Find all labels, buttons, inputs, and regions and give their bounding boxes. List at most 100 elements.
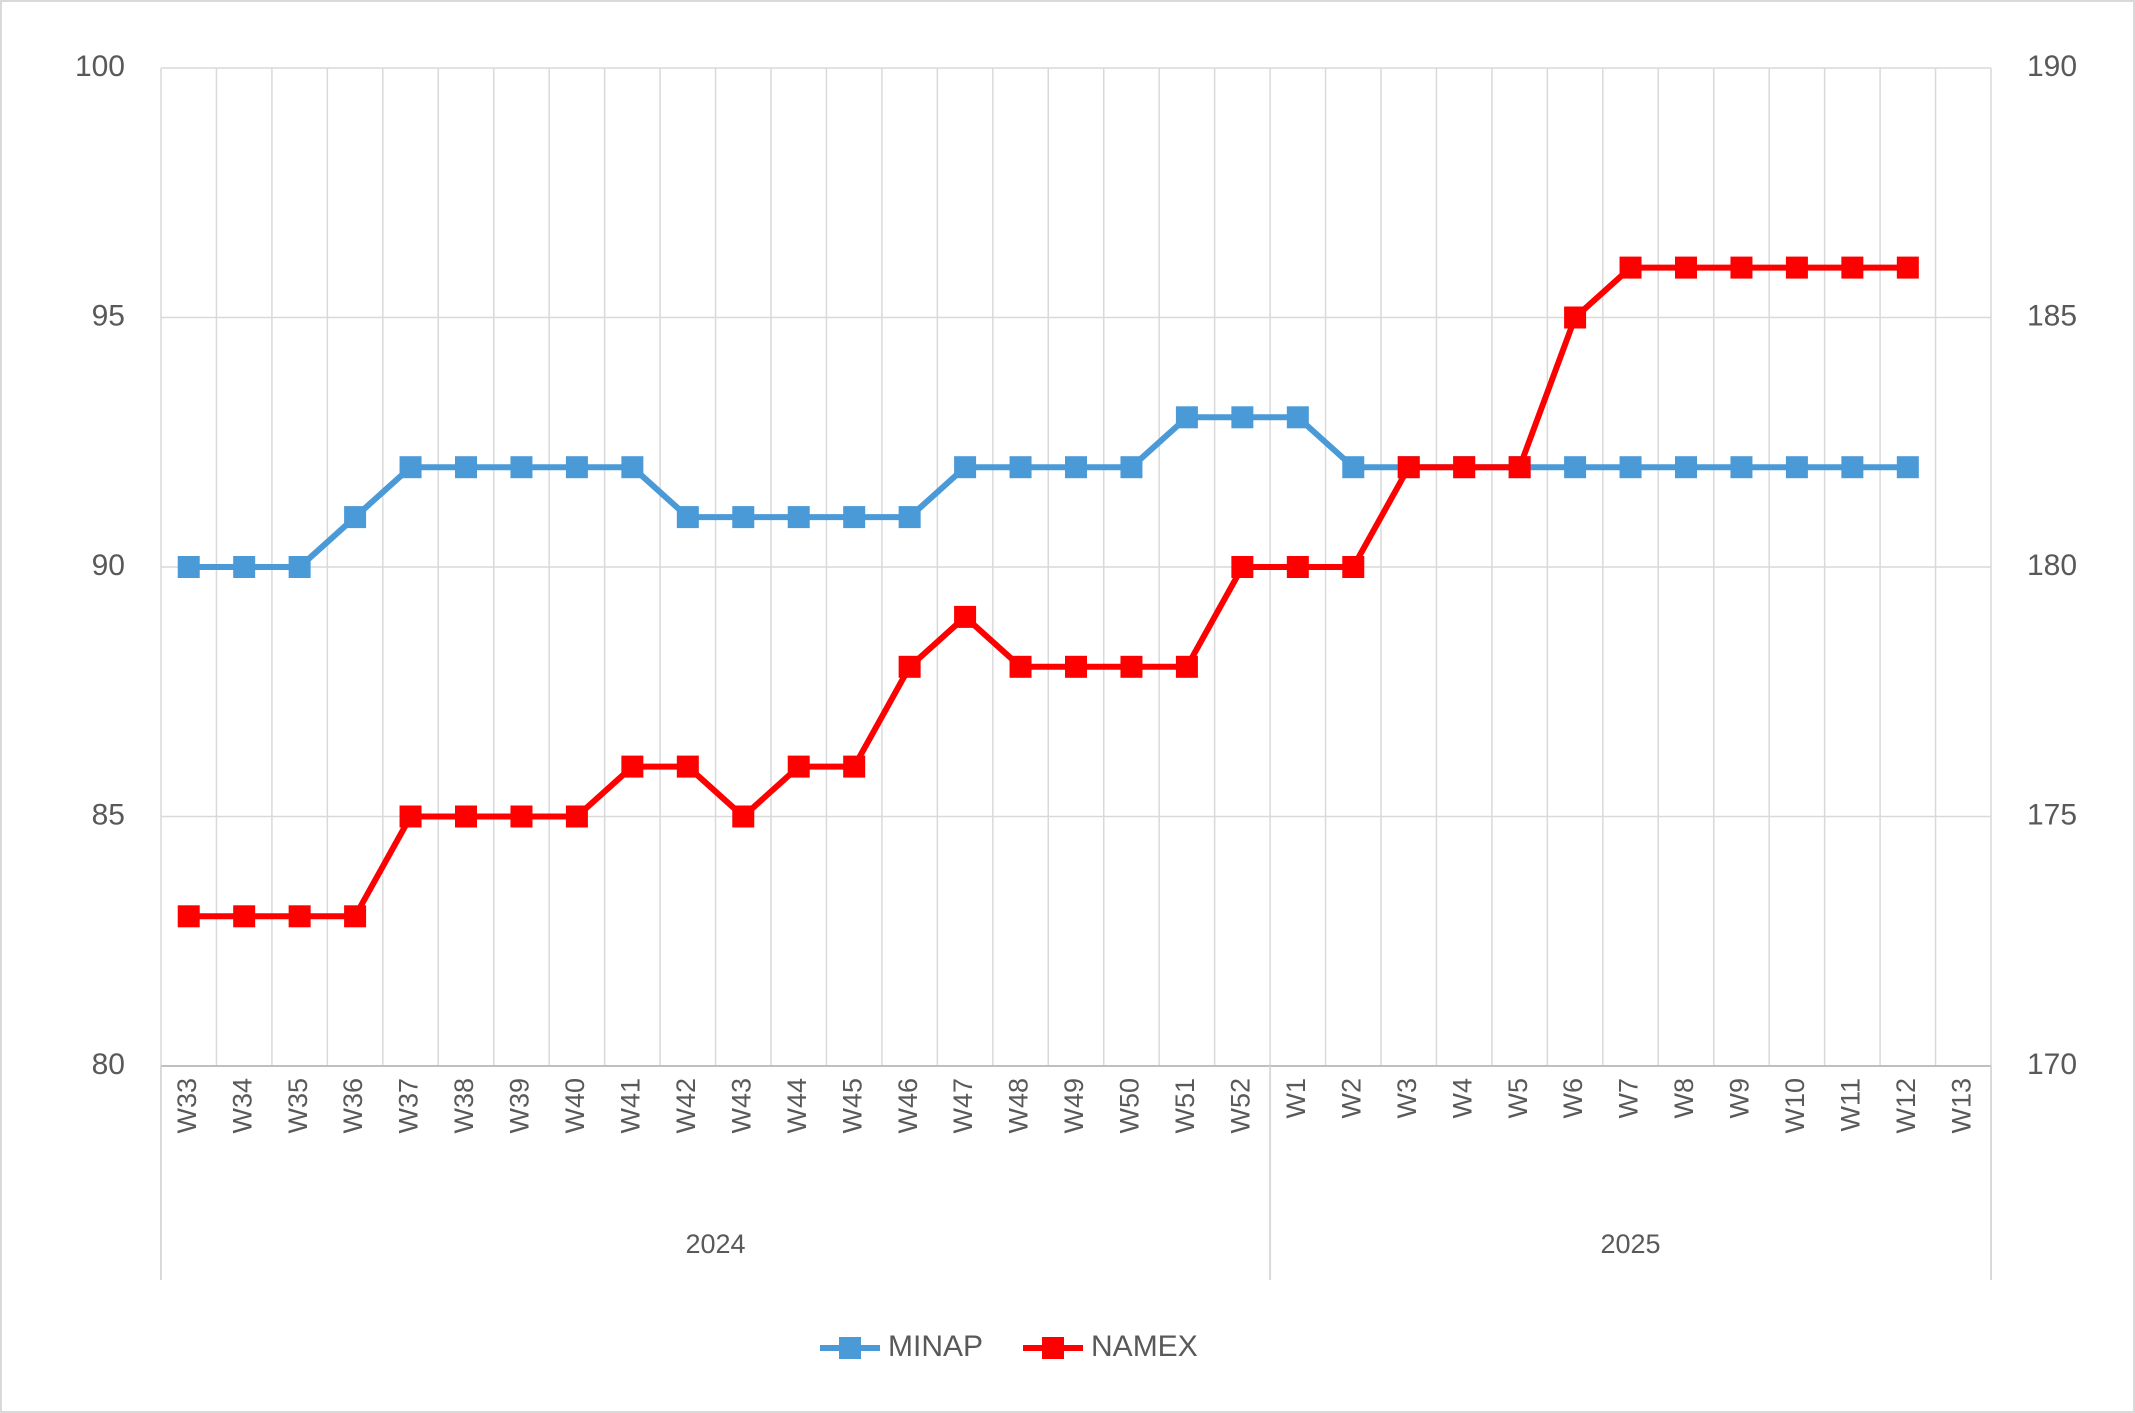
marker	[1564, 456, 1587, 479]
marker	[1841, 456, 1864, 479]
marker	[455, 805, 477, 828]
marker	[1675, 456, 1697, 479]
marker	[1453, 456, 1476, 479]
y-tick-label: 85	[92, 798, 125, 831]
marker	[1009, 655, 1032, 678]
marker	[344, 905, 367, 928]
marker	[1120, 456, 1143, 479]
marker	[732, 506, 755, 529]
marker	[1619, 456, 1642, 479]
x-tick-label: W45	[837, 1078, 867, 1134]
x-tick-label: W10	[1780, 1078, 1810, 1134]
y-tick-label: 80	[92, 1048, 125, 1081]
marker	[1675, 256, 1697, 279]
marker	[1896, 456, 1919, 479]
group-label: 2025	[1601, 1229, 1661, 1259]
marker	[787, 506, 810, 529]
marker	[1065, 456, 1087, 479]
x-tick-label: W8	[1669, 1078, 1699, 1119]
marker	[1730, 456, 1753, 479]
marker	[565, 456, 588, 479]
x-tick-label: W50	[1115, 1078, 1145, 1134]
x-tick-label: W42	[671, 1078, 701, 1134]
x-tick-label: W40	[560, 1078, 590, 1134]
x-tick-label: W2	[1336, 1078, 1366, 1119]
marker	[898, 655, 921, 678]
x-tick-label: W43	[726, 1078, 756, 1134]
marker	[288, 556, 311, 578]
marker	[1286, 556, 1309, 578]
x-tick-label: W39	[505, 1078, 535, 1134]
x-tick-label: W4	[1447, 1078, 1477, 1119]
x-tick-label: W46	[893, 1078, 923, 1134]
marker	[1175, 655, 1198, 678]
marker	[732, 805, 755, 828]
x-tick-label: W37	[394, 1078, 424, 1134]
marker	[843, 506, 866, 529]
group-label: 2024	[686, 1229, 746, 1259]
marker	[565, 805, 588, 828]
marker	[1785, 456, 1808, 479]
marker	[1065, 655, 1087, 678]
marker	[954, 605, 977, 628]
marker	[1286, 406, 1309, 429]
x-tick-label: W52	[1225, 1078, 1255, 1134]
x-tick-label: W9	[1725, 1078, 1755, 1119]
marker	[954, 456, 977, 479]
marker	[1896, 256, 1919, 279]
marker	[177, 556, 200, 578]
x-tick-label: W51	[1170, 1078, 1200, 1134]
x-tick-label: W38	[449, 1078, 479, 1134]
marker	[1397, 456, 1420, 479]
marker	[1120, 655, 1143, 678]
marker	[233, 905, 256, 928]
x-tick-label: W34	[227, 1078, 257, 1134]
y-tick-label: 100	[75, 50, 125, 83]
y2-tick-label: 175	[2027, 798, 2077, 831]
y-tick-label: 90	[92, 549, 125, 582]
marker	[510, 456, 533, 479]
x-tick-label: W44	[782, 1078, 812, 1134]
y2-tick-label: 190	[2027, 50, 2077, 83]
x-tick-label: W5	[1503, 1078, 1533, 1119]
marker	[1841, 256, 1864, 279]
x-tick-label: W6	[1558, 1078, 1588, 1119]
marker	[455, 456, 477, 479]
legend-marker	[1042, 1337, 1065, 1359]
x-tick-label: W13	[1946, 1078, 1976, 1134]
marker	[288, 905, 311, 928]
marker	[1009, 456, 1032, 479]
y2-tick-label: 180	[2027, 549, 2077, 582]
x-tick-label: W11	[1835, 1078, 1865, 1132]
x-tick-label: W48	[1004, 1078, 1034, 1134]
x-tick-label: W47	[948, 1078, 978, 1134]
marker	[1342, 556, 1365, 578]
x-tick-label: W35	[283, 1078, 313, 1134]
x-tick-label: W33	[172, 1078, 202, 1134]
marker	[399, 456, 422, 479]
x-tick-label: W3	[1392, 1078, 1422, 1119]
marker	[676, 506, 699, 529]
marker	[399, 805, 422, 828]
marker	[344, 506, 367, 529]
x-tick-label: W12	[1891, 1078, 1921, 1134]
marker	[1342, 456, 1365, 479]
x-tick-label: W36	[338, 1078, 368, 1134]
x-tick-label: W41	[615, 1078, 645, 1134]
marker	[233, 556, 256, 578]
marker	[1785, 256, 1808, 279]
y2-tick-label: 170	[2027, 1048, 2077, 1081]
x-tick-label: W7	[1614, 1078, 1644, 1119]
x-tick-label: W1	[1281, 1078, 1311, 1119]
marker	[1231, 556, 1254, 578]
marker	[1564, 306, 1587, 329]
legend-label: NAMEX	[1091, 1330, 1198, 1363]
marker	[787, 755, 810, 778]
legend-marker	[839, 1337, 861, 1359]
marker	[510, 805, 533, 828]
marker	[1619, 256, 1642, 279]
marker	[1730, 256, 1753, 279]
y-tick-label: 95	[92, 299, 125, 332]
marker	[1508, 456, 1531, 479]
